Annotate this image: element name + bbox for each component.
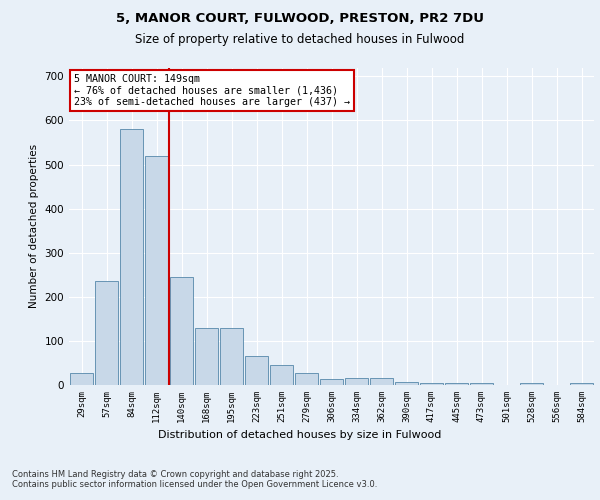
Bar [269,365,293,385]
Bar [470,383,493,385]
Bar [220,328,244,385]
Bar [370,378,394,385]
Bar [445,383,469,385]
Bar [170,277,193,385]
Bar [245,356,268,385]
Bar [344,378,368,385]
Bar [320,380,343,385]
Bar [194,328,218,385]
Text: 5, MANOR COURT, FULWOOD, PRESTON, PR2 7DU: 5, MANOR COURT, FULWOOD, PRESTON, PR2 7D… [116,12,484,26]
Bar [145,156,169,385]
Text: Contains HM Land Registry data © Crown copyright and database right 2025.
Contai: Contains HM Land Registry data © Crown c… [12,470,377,490]
Bar [395,382,418,385]
Bar [520,383,544,385]
Text: Distribution of detached houses by size in Fulwood: Distribution of detached houses by size … [158,430,442,440]
Bar [95,282,118,385]
Bar [569,383,593,385]
Bar [70,372,94,385]
Bar [295,373,319,385]
Text: Size of property relative to detached houses in Fulwood: Size of property relative to detached ho… [136,32,464,46]
Bar [419,383,443,385]
Bar [119,129,143,385]
Y-axis label: Number of detached properties: Number of detached properties [29,144,39,308]
Text: 5 MANOR COURT: 149sqm
← 76% of detached houses are smaller (1,436)
23% of semi-d: 5 MANOR COURT: 149sqm ← 76% of detached … [74,74,350,107]
